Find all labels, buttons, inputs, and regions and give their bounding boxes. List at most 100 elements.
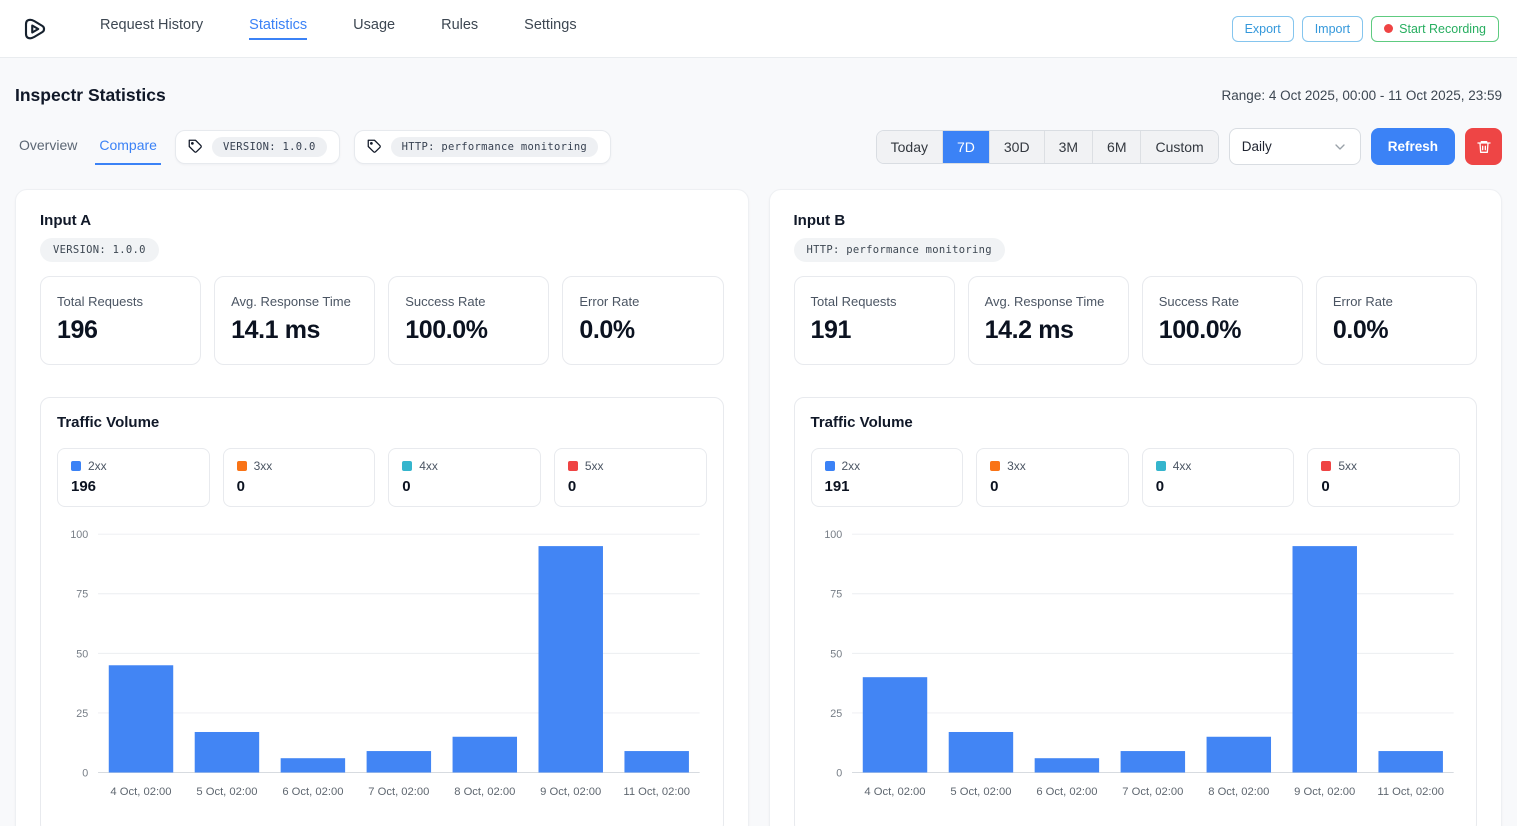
toolbar-left: Overview Compare VERSION: 1.0.0 HTTP: pe…: [15, 129, 612, 165]
traffic-volume-chart: 0 25 50 75 100 4 Oct, 02:00 5 Oct, 02:00 6 Oct,…: [811, 521, 1461, 815]
traffic-volume-title: Traffic Volume: [57, 414, 160, 431]
recording-dot-icon: [1384, 24, 1394, 33]
legend-card-4xx: 4xx 0: [388, 448, 541, 507]
chevron-down-icon: [1335, 143, 1345, 150]
legend-card-5xx: 5xx 0: [1307, 448, 1460, 507]
stat-label: Success Rate: [405, 294, 486, 309]
x-axis-tick: 11 Oct, 02:00: [623, 786, 690, 798]
export-button[interactable]: Export: [1231, 15, 1294, 42]
chart-bar[interactable]: [108, 665, 174, 773]
stat-label: Success Rate: [1158, 294, 1239, 309]
legend-card-2xx: 2xx 196: [57, 448, 210, 507]
refresh-button[interactable]: Refresh: [1370, 128, 1455, 165]
x-axis-tick: 8 Oct, 02:00: [454, 786, 515, 798]
stat-card-error-rate: Error Rate 0.0%: [1315, 276, 1477, 365]
chart-bar[interactable]: [1034, 758, 1099, 773]
legend-card-4xx: 4xx 0: [1141, 448, 1295, 507]
chart-bar[interactable]: [538, 546, 603, 773]
stat-value: 196: [57, 316, 98, 344]
legend-value: 196: [71, 478, 97, 495]
nav-item-request-history[interactable]: Request History: [100, 17, 204, 33]
delete-button[interactable]: [1465, 128, 1502, 165]
x-axis-tick: 5 Oct, 02:00: [196, 786, 257, 798]
chart-bar[interactable]: [1377, 751, 1443, 773]
filter-chip-http-label: HTTP: performance monitoring: [390, 136, 599, 157]
chart-bar[interactable]: [624, 751, 689, 773]
chart-bar[interactable]: [1120, 751, 1185, 773]
page-header: Inspectr Statistics Range: 4 Oct 2025, 0…: [15, 85, 1502, 106]
legend-5xx-swatch: [567, 461, 578, 471]
stat-label: Avg. Response Time: [231, 294, 351, 309]
legend-2xx-swatch: [824, 461, 835, 471]
y-axis-tick: 50: [76, 648, 88, 660]
x-axis-tick: 6 Oct, 02:00: [282, 786, 343, 798]
range-today[interactable]: Today: [876, 130, 943, 163]
tab-overview[interactable]: Overview: [19, 136, 78, 153]
app-logo-icon[interactable]: [18, 12, 52, 46]
traffic-volume-card: Traffic Volume 2xx 191 3xx: [793, 397, 1477, 826]
start-recording-button[interactable]: Start Recording: [1371, 15, 1499, 42]
legend-card-5xx: 5xx 0: [553, 448, 707, 507]
stat-value: 14.2 ms: [984, 316, 1074, 344]
y-axis-tick: 25: [76, 708, 88, 720]
y-axis-tick: 0: [836, 767, 842, 779]
range-7d[interactable]: 7D: [942, 130, 990, 163]
chart-bar[interactable]: [862, 677, 927, 773]
chart-bar[interactable]: [366, 751, 432, 773]
legend-4xx-swatch: [402, 461, 413, 471]
chart-bar[interactable]: [280, 758, 346, 773]
import-button[interactable]: Import: [1301, 15, 1364, 42]
legend-label: 3xx: [253, 459, 273, 473]
trash-icon: [1476, 140, 1491, 153]
chart-bar[interactable]: [194, 731, 260, 773]
nav-item-settings[interactable]: Settings: [524, 17, 577, 33]
y-axis-tick: 100: [70, 529, 88, 541]
legend-2xx-swatch: [71, 461, 81, 471]
nav-item-rules[interactable]: Rules: [441, 17, 479, 33]
legend-value: 0: [990, 478, 999, 495]
stats-grid: Total Requests 191 Avg. Response Time 14…: [793, 276, 1477, 365]
tab-compare[interactable]: Compare: [95, 129, 161, 165]
x-axis-tick: 9 Oct, 02:00: [540, 786, 601, 798]
legend-label: 4xx: [1172, 459, 1192, 473]
nav-item-usage[interactable]: Usage: [353, 17, 396, 33]
range-custom[interactable]: Custom: [1141, 130, 1218, 163]
stat-value: 100.0%: [1158, 316, 1242, 344]
nav-item-statistics[interactable]: Statistics: [249, 17, 308, 40]
legend-card-3xx: 3xx 0: [222, 448, 376, 507]
top-nav: Request History Statistics Usage Rules S…: [0, 0, 1517, 58]
range-30d[interactable]: 30D: [989, 130, 1045, 163]
chart-bar[interactable]: [1206, 736, 1271, 773]
legend-card-3xx: 3xx 0: [976, 448, 1129, 507]
chart-bar[interactable]: [948, 731, 1013, 773]
filter-chip-version[interactable]: VERSION: 1.0.0: [174, 129, 340, 164]
stat-card-avg-response-time: Avg. Response Time 14.1 ms: [214, 276, 376, 365]
range-3m[interactable]: 3M: [1044, 130, 1094, 163]
filter-chip-version-label: VERSION: 1.0.0: [211, 136, 327, 157]
panel-input-b: Input B HTTP: performance monitoring Tot…: [768, 189, 1502, 826]
main-content: Inspectr Statistics Range: 4 Oct 2025, 0…: [0, 85, 1517, 826]
interval-select[interactable]: Daily: [1228, 128, 1361, 165]
status-legend: 2xx 196 3xx 0 4xx: [57, 448, 707, 507]
range-segmented-control: Today 7D 30D 3M 6M Custom: [875, 129, 1219, 164]
filter-chip-http[interactable]: HTTP: performance monitoring: [353, 129, 612, 164]
chart-bar[interactable]: [1292, 546, 1357, 773]
panel-title: Input B: [793, 212, 846, 229]
page-title: Inspectr Statistics: [15, 85, 166, 105]
stats-grid: Total Requests 196 Avg. Response Time 14…: [40, 276, 724, 365]
panel-tag: HTTP: performance monitoring: [793, 238, 1005, 262]
traffic-volume-card: Traffic Volume 2xx 196 3xx: [40, 397, 724, 826]
stat-card-total-requests: Total Requests 196: [40, 276, 202, 365]
legend-value: 0: [1155, 478, 1165, 495]
legend-value: 0: [1321, 478, 1330, 495]
stat-card-total-requests: Total Requests 191: [793, 276, 955, 365]
y-axis-tick: 100: [824, 529, 842, 541]
x-axis-tick: 7 Oct, 02:00: [368, 786, 429, 798]
panel-title: Input A: [40, 212, 92, 229]
panel-input-a: Input A VERSION: 1.0.0 Total Requests 19…: [15, 189, 749, 826]
range-6m[interactable]: 6M: [1093, 130, 1142, 163]
traffic-volume-title: Traffic Volume: [810, 414, 913, 431]
stat-card-success-rate: Success Rate 100.0%: [1141, 276, 1303, 365]
y-axis-tick: 75: [76, 589, 88, 601]
chart-bar[interactable]: [452, 736, 518, 773]
